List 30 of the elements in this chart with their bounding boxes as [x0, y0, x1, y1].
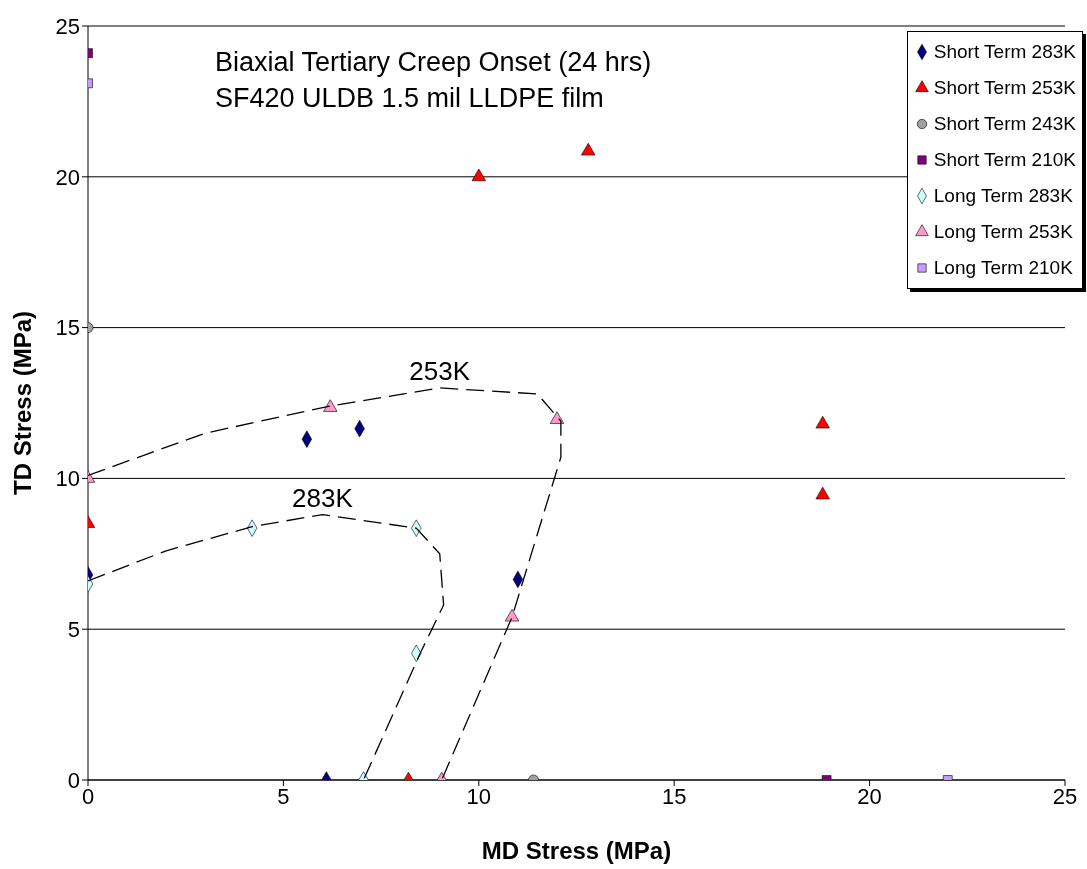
legend-label: Short Term 243K	[933, 112, 1076, 136]
text: SF420 ULDB 1.5 mil LLDPE film	[215, 82, 605, 115]
point	[581, 143, 596, 156]
y-axis-title: TD Stress (MPa)	[8, 310, 36, 496]
y-tick-label: 25	[55, 13, 80, 39]
x-tick-label: 25	[1052, 783, 1078, 809]
y-tick-label: 20	[55, 164, 80, 190]
annotation: 283K	[292, 482, 354, 513]
legend-label: Long Term 210K	[933, 256, 1073, 280]
y-tick-label: 0	[67, 767, 80, 793]
point	[504, 608, 520, 622]
x-axis-title: MD Stress (MPa)	[481, 837, 672, 864]
y-tick-label: 5	[67, 617, 80, 643]
annotation: 253K	[409, 355, 471, 386]
legend-label: Long Term 283K	[933, 184, 1073, 208]
x-tick-label: 5	[277, 783, 290, 809]
x-tick-label: 20	[857, 783, 882, 809]
legend-label: Short Term 253K	[933, 76, 1076, 100]
point	[471, 168, 486, 182]
point	[815, 415, 830, 429]
y-tick-label: 15	[55, 315, 80, 341]
legend-label: Long Term 253K	[933, 220, 1073, 244]
point	[323, 399, 338, 412]
legend-label: Short Term 210K	[933, 148, 1076, 172]
legend-label: Short Term 283K	[933, 40, 1076, 64]
x-tick-label: 15	[661, 783, 687, 809]
y-tick-label: 10	[55, 466, 80, 492]
point	[815, 486, 830, 500]
x-tick-label: 10	[466, 783, 492, 809]
text: Biaxial Tertiary Creep Onset (24 hrs)	[215, 46, 652, 79]
